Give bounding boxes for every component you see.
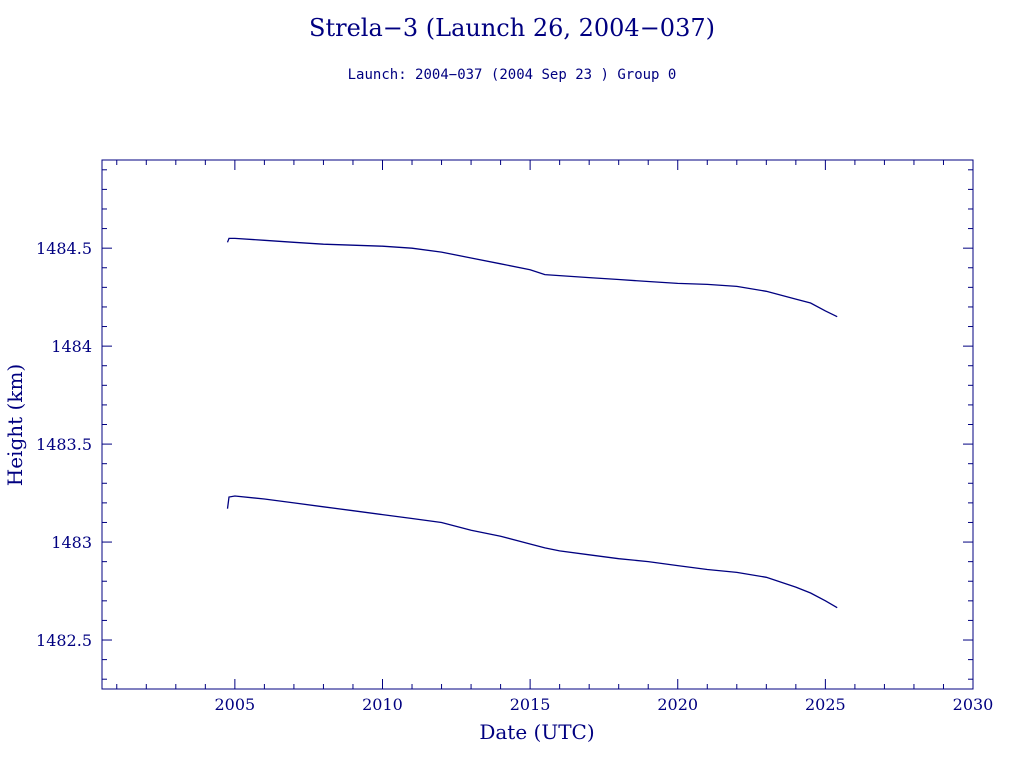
y-axis-label: Height (km) — [3, 364, 27, 486]
chart-subtitle: Launch: 2004−037 (2004 Sep 23 ) Group 0 — [347, 67, 677, 83]
y-tick-label: 1484 — [51, 337, 92, 356]
series-line-1 — [226, 237, 838, 318]
y-tick-label: 1484.5 — [36, 239, 92, 258]
axis-ticks — [102, 160, 974, 689]
series-line-2 — [226, 495, 838, 609]
x-tick-label: 2025 — [805, 695, 846, 714]
y-tick-label: 1483 — [51, 533, 92, 552]
x-tick-label: 2020 — [657, 695, 698, 714]
x-tick-label: 2015 — [510, 695, 551, 714]
plot-frame — [101, 159, 974, 690]
x-tick-label: 2030 — [953, 695, 994, 714]
y-tick-labels: 1482.5 1483 1483.5 1484 1484.5 — [36, 239, 92, 650]
y-tick-label: 1482.5 — [36, 631, 92, 650]
data-series — [226, 237, 838, 609]
chart-title: Strela−3 (Launch 26, 2004−037) — [309, 14, 715, 42]
y-tick-label: 1483.5 — [36, 435, 92, 454]
x-tick-label: 2010 — [362, 695, 403, 714]
x-tick-labels: 2005 2010 2015 2020 2025 2030 — [215, 695, 994, 714]
x-axis-label: Date (UTC) — [479, 720, 594, 744]
x-tick-label: 2005 — [215, 695, 256, 714]
